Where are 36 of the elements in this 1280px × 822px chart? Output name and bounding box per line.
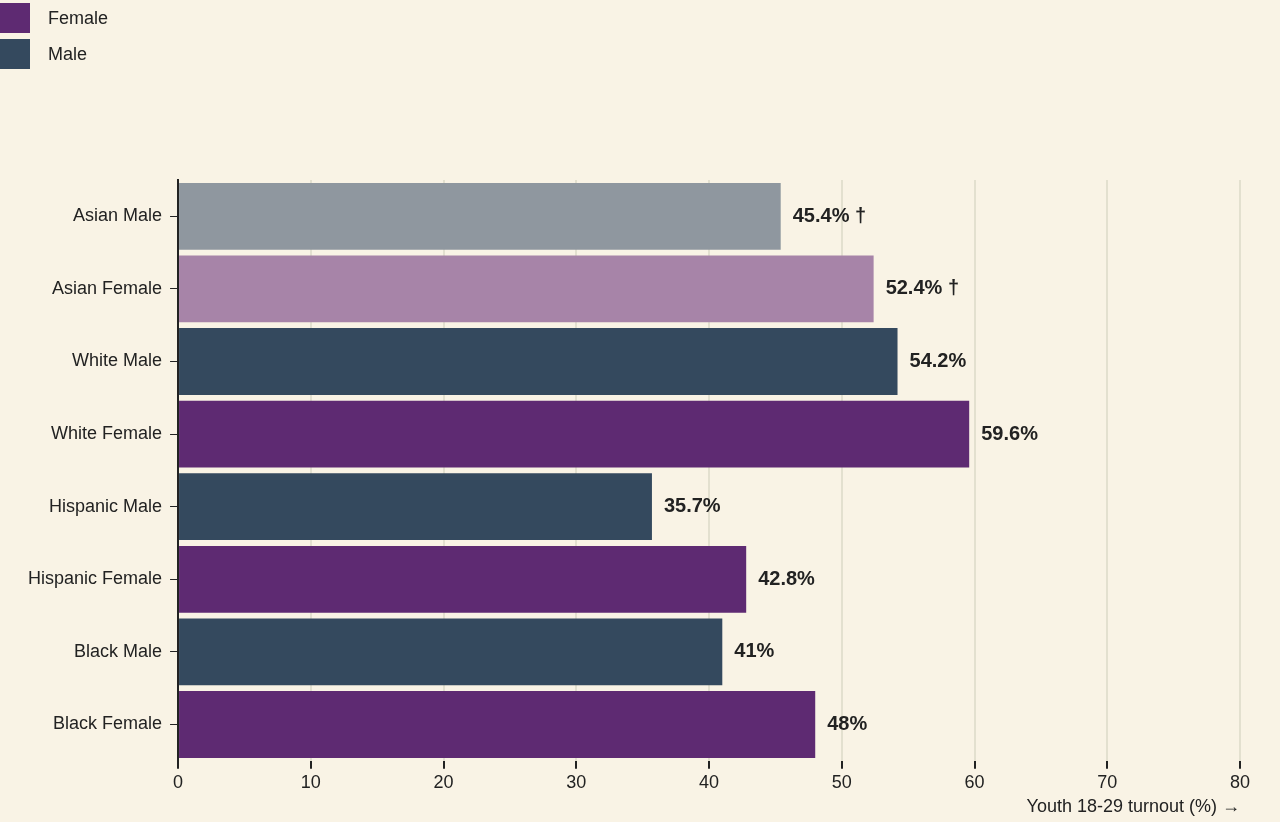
data-label: 54.2% bbox=[909, 349, 967, 372]
legend-label: Female bbox=[48, 7, 109, 29]
legend-label: Male bbox=[48, 43, 88, 65]
bar bbox=[179, 545, 747, 613]
bar bbox=[179, 473, 652, 541]
data-label: 45.4% † bbox=[792, 203, 867, 226]
x-tick-label: 80 bbox=[1229, 771, 1251, 792]
x-axis-title: Youth 18-29 turnout (%) → bbox=[1026, 796, 1240, 817]
x-tick-label: 10 bbox=[300, 771, 321, 792]
y-tick-label: Asian Female bbox=[51, 277, 163, 298]
data-label: 41% bbox=[734, 639, 775, 662]
y-tick-label: White Male bbox=[72, 350, 163, 371]
y-tick-label: Black Female bbox=[53, 713, 163, 734]
bar bbox=[179, 255, 874, 323]
y-tick-label: Hispanic Male bbox=[49, 495, 163, 516]
x-tick-label: 50 bbox=[831, 771, 852, 792]
x-tick-label: 70 bbox=[1097, 771, 1118, 792]
y-tick-label: Black Male bbox=[74, 640, 163, 661]
bar bbox=[179, 691, 816, 758]
data-label: 59.6% bbox=[981, 421, 1039, 444]
bar bbox=[179, 618, 723, 686]
x-tick-label: 20 bbox=[433, 771, 454, 792]
x-tick-label: 30 bbox=[566, 771, 587, 792]
x-tick-label: 60 bbox=[964, 771, 985, 792]
data-label: 48% bbox=[827, 712, 868, 735]
bar bbox=[179, 182, 781, 250]
x-tick-label: 0 bbox=[173, 771, 184, 792]
y-tick-label: Asian Male bbox=[73, 205, 163, 226]
data-label: 52.4% † bbox=[885, 276, 960, 299]
y-tick-label: White Female bbox=[51, 423, 163, 444]
data-label: 42.8% bbox=[758, 566, 816, 589]
x-tick-label: 40 bbox=[699, 771, 720, 792]
data-label: 35.7% bbox=[663, 494, 721, 517]
bar bbox=[179, 400, 970, 468]
y-tick-label: Hispanic Female bbox=[27, 568, 163, 589]
bar bbox=[179, 328, 898, 395]
